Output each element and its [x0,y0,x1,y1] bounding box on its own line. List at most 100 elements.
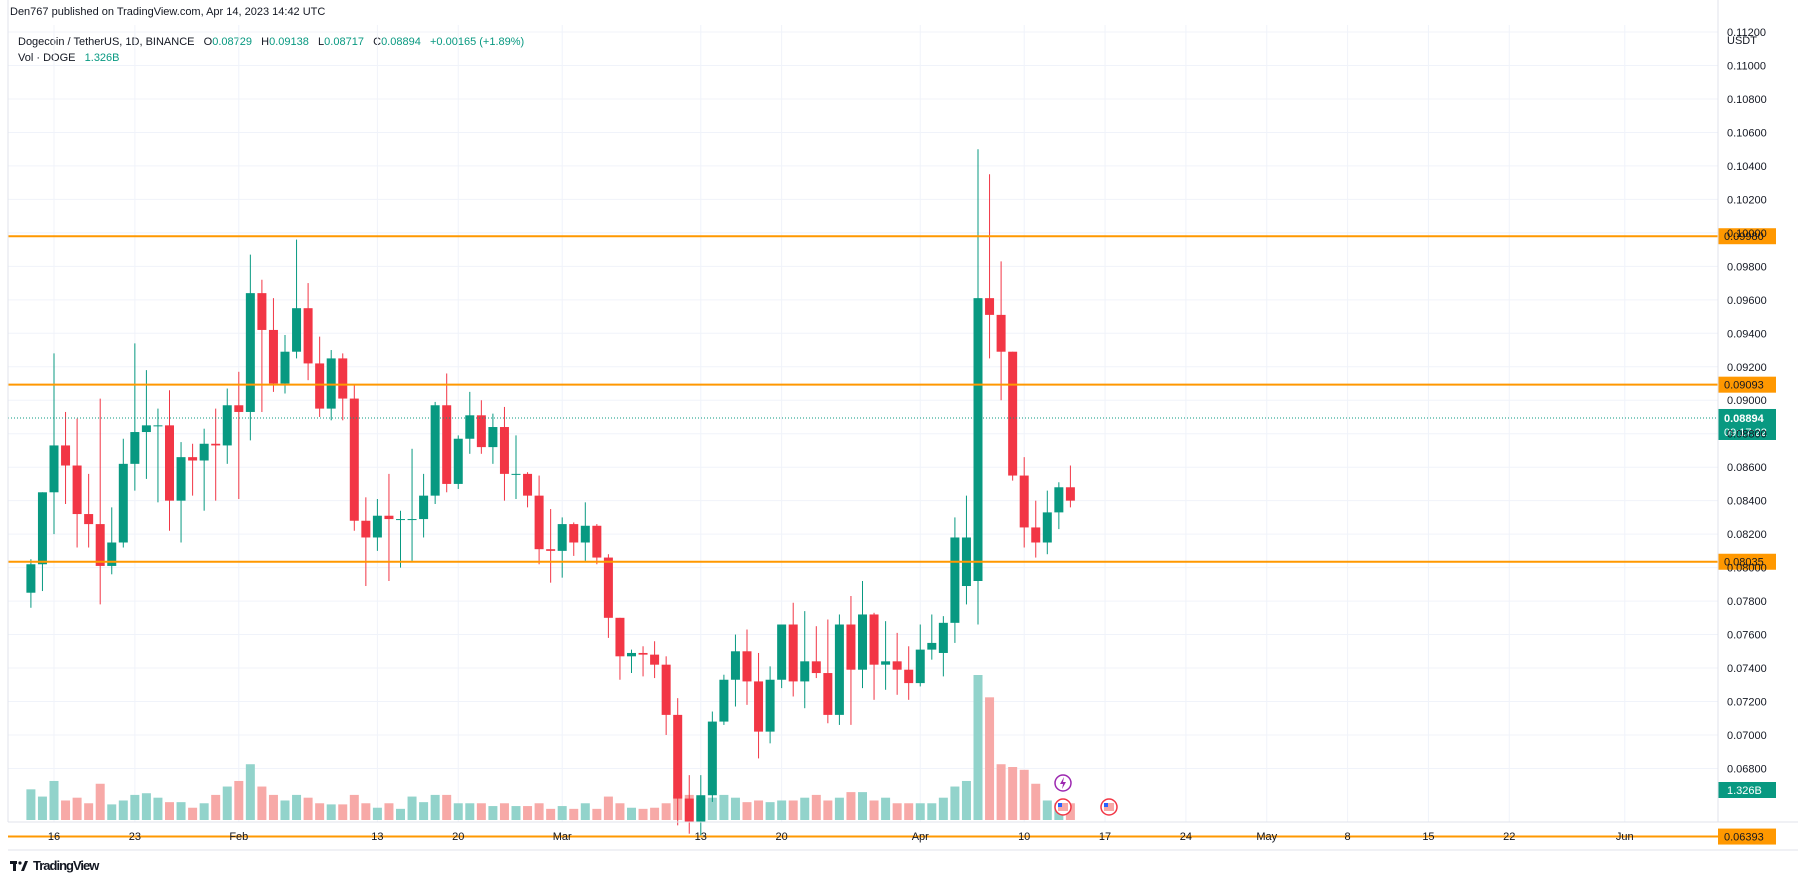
volume-bar [881,797,891,820]
level-price-label: 0.09980 [1724,231,1764,243]
volume-bar [361,803,371,820]
volume-bar [84,803,94,820]
candle-body [396,519,405,521]
price-tick-label: 0.09800 [1727,261,1767,273]
price-tick-label: 0.10000 [1727,228,1767,240]
candle-body [846,624,856,670]
price-tick-label: 0.07600 [1727,630,1767,642]
candle-body [372,515,382,538]
candle-body [1054,487,1064,513]
candle-body [107,542,117,566]
candle-body [788,624,798,682]
countdown-label: 09:17:22 [1724,427,1767,439]
candle-body [927,642,937,650]
symbol-title[interactable]: Dogecoin / TetherUS, 1D, BINANCE [18,36,195,48]
volume-bar [777,800,787,820]
high-value: 0.09138 [269,36,309,48]
candle-body [730,651,740,680]
candle-body [315,363,325,409]
volume-bar [72,797,82,820]
volume-bar [130,794,140,820]
candle-body [765,679,775,732]
candle-body [627,652,636,657]
flag-stripes-icon [1104,803,1114,811]
volume-bar [26,789,36,820]
date-tick-label: 13 [695,831,707,843]
candle-body [823,673,833,715]
volume-bar [754,800,764,820]
volume-bar [37,796,47,820]
date-tick-label: 20 [776,831,788,843]
price-tick-label: 0.08400 [1727,496,1767,508]
volume-label[interactable]: Vol · DOGE [18,52,76,64]
price-tick-label: 0.10800 [1727,94,1767,106]
candle-body [603,557,613,618]
volume-bar [118,800,128,820]
volume-bar [384,803,394,820]
volume-bar [211,794,221,820]
volume-bar [396,808,405,820]
price-tick-label: 0.08600 [1727,462,1767,474]
candle-body [384,515,394,520]
volume-bar [858,792,867,820]
volume-bar [730,797,740,820]
candle-body [546,549,556,551]
date-tick-label: 8 [1345,831,1351,843]
candle-body [361,520,371,538]
axes: 0.06800 0.07000 0.07200 0.07400 0.07600 0.078… [7,0,1798,851]
candle-body [37,492,47,565]
volume-bar [199,803,209,820]
candle-body [592,525,602,558]
candle-body [268,329,278,384]
candle-body [1042,512,1052,543]
candle-body [222,405,232,446]
level-price-label: 0.09093 [1724,380,1764,392]
volume-bar [176,802,186,820]
change-value: +0.00165 (+1.89%) [430,36,525,48]
date-tick-label: 15 [1422,831,1434,843]
date-tick-label: Apr [912,831,929,843]
volume-bar [326,804,336,820]
currency-label: USDT [1727,35,1757,47]
price-tick-label: 0.07400 [1727,663,1767,675]
candle-body [719,679,729,722]
price-tick-label: 0.09400 [1727,328,1767,340]
candle-body [1031,527,1041,543]
volume-bar [234,780,244,820]
candle-body [153,425,163,427]
volume-bar [569,808,579,820]
date-tick-label: 13 [371,831,383,843]
price-tick-label: 0.06800 [1727,763,1767,775]
candle-body [904,669,914,684]
flag-canton-icon [1104,803,1108,807]
price-tick-label: 0.07000 [1727,730,1767,742]
candle-body [696,795,706,822]
volume-bar [1031,783,1041,820]
volume-bar [315,803,325,820]
volume-bar [638,808,648,820]
candle-body [72,465,82,515]
volume-bar [245,764,255,820]
candle-body [442,405,452,484]
date-tick-label: Feb [229,831,248,843]
candle-body [130,432,140,464]
footer-brand[interactable]: TradingView [10,858,99,873]
volume-bar [511,806,521,820]
candle-body [661,664,671,715]
candle-body [684,798,694,822]
candle-body [915,649,925,684]
volume-bar [846,792,856,820]
price-tick-label: 0.07800 [1727,596,1767,608]
volume-bar [95,783,105,820]
date-tick-label: 24 [1180,831,1192,843]
candle-body [430,405,440,496]
volume-bar [153,797,163,820]
candle-body [754,681,764,732]
last-price-tag [1718,408,1776,440]
candle-body [26,564,36,593]
volume-bar [165,802,174,820]
volume-bar [719,794,729,820]
price-tick-label: 0.10400 [1727,161,1767,173]
volume-bar [1042,800,1052,820]
